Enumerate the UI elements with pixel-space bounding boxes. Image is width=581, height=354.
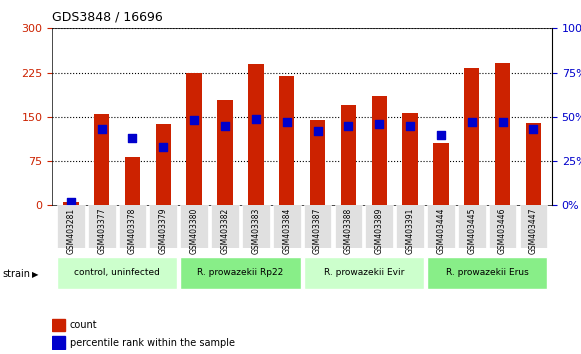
- FancyBboxPatch shape: [365, 205, 393, 248]
- Text: GSM403444: GSM403444: [436, 207, 446, 254]
- FancyBboxPatch shape: [427, 257, 547, 289]
- Bar: [187, 73, 202, 205]
- Text: GSM403388: GSM403388: [344, 207, 353, 254]
- Point: [128, 135, 137, 141]
- Text: count: count: [70, 320, 98, 330]
- Text: GSM403446: GSM403446: [498, 207, 507, 254]
- Point: [97, 126, 106, 132]
- Text: GSM403387: GSM403387: [313, 207, 322, 254]
- Bar: [433, 143, 449, 205]
- Bar: [217, 100, 233, 205]
- Text: GSM403281: GSM403281: [66, 207, 76, 253]
- Bar: [464, 68, 479, 205]
- Bar: [125, 157, 140, 205]
- Point: [282, 119, 291, 125]
- FancyBboxPatch shape: [88, 205, 116, 248]
- Text: percentile rank within the sample: percentile rank within the sample: [70, 338, 235, 348]
- FancyBboxPatch shape: [57, 257, 177, 289]
- Bar: [279, 75, 295, 205]
- Bar: [248, 64, 264, 205]
- FancyBboxPatch shape: [304, 257, 424, 289]
- Bar: [340, 105, 356, 205]
- FancyBboxPatch shape: [427, 205, 455, 248]
- Text: strain: strain: [3, 269, 31, 279]
- FancyBboxPatch shape: [273, 205, 300, 248]
- Text: GDS3848 / 16696: GDS3848 / 16696: [52, 11, 163, 24]
- Bar: [403, 113, 418, 205]
- Bar: [495, 63, 510, 205]
- FancyBboxPatch shape: [396, 205, 424, 248]
- Text: R. prowazekii Rp22: R. prowazekii Rp22: [198, 268, 284, 277]
- Text: GSM403379: GSM403379: [159, 207, 168, 254]
- Bar: [526, 123, 541, 205]
- FancyBboxPatch shape: [180, 257, 300, 289]
- Bar: [52, 319, 64, 331]
- FancyBboxPatch shape: [119, 205, 146, 248]
- Text: GSM403447: GSM403447: [529, 207, 538, 254]
- Bar: [371, 96, 387, 205]
- Point: [66, 199, 76, 205]
- FancyBboxPatch shape: [489, 205, 517, 248]
- FancyBboxPatch shape: [458, 205, 486, 248]
- Point: [344, 123, 353, 129]
- FancyBboxPatch shape: [211, 205, 239, 248]
- Point: [375, 121, 384, 127]
- Point: [529, 126, 538, 132]
- Text: R. prowazekii Erus: R. prowazekii Erus: [446, 268, 529, 277]
- Text: GSM403445: GSM403445: [467, 207, 476, 254]
- FancyBboxPatch shape: [57, 205, 85, 248]
- Text: R. prowazekii Evir: R. prowazekii Evir: [324, 268, 404, 277]
- Text: GSM403384: GSM403384: [282, 207, 291, 254]
- FancyBboxPatch shape: [242, 205, 270, 248]
- Bar: [310, 120, 325, 205]
- Text: GSM403380: GSM403380: [189, 207, 199, 254]
- Bar: [63, 202, 78, 205]
- Point: [159, 144, 168, 150]
- Point: [313, 128, 322, 134]
- Text: control, uninfected: control, uninfected: [74, 268, 160, 277]
- Text: ▶: ▶: [32, 270, 38, 279]
- FancyBboxPatch shape: [335, 205, 363, 248]
- Text: GSM403383: GSM403383: [252, 207, 260, 254]
- Point: [467, 119, 476, 125]
- Bar: [52, 336, 64, 349]
- Point: [436, 132, 446, 137]
- FancyBboxPatch shape: [149, 205, 177, 248]
- Text: GSM403377: GSM403377: [97, 207, 106, 254]
- FancyBboxPatch shape: [519, 205, 547, 248]
- Bar: [94, 114, 109, 205]
- Text: GSM403382: GSM403382: [221, 207, 229, 254]
- Text: GSM403391: GSM403391: [406, 207, 415, 254]
- Text: GSM403389: GSM403389: [375, 207, 383, 254]
- Point: [220, 123, 229, 129]
- Point: [251, 116, 260, 121]
- Point: [189, 118, 199, 123]
- Text: GSM403378: GSM403378: [128, 207, 137, 254]
- Point: [406, 123, 415, 129]
- FancyBboxPatch shape: [304, 205, 331, 248]
- FancyBboxPatch shape: [180, 205, 208, 248]
- Point: [498, 119, 507, 125]
- Bar: [156, 125, 171, 205]
